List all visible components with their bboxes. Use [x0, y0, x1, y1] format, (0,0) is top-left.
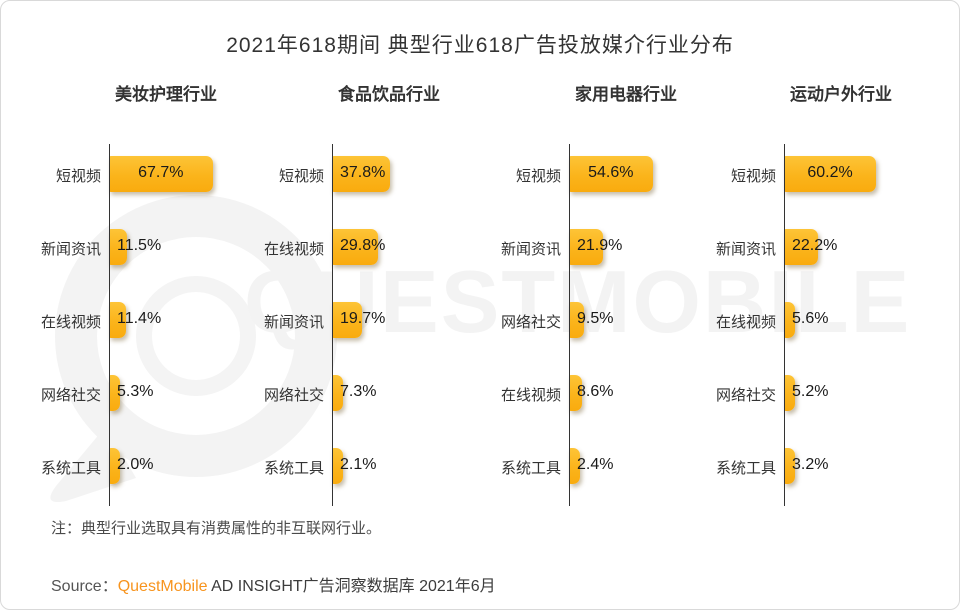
bar: [784, 229, 818, 265]
category-label: 新闻资讯: [40, 241, 101, 258]
value-label: 2.4%: [577, 456, 614, 473]
bar: [332, 448, 343, 484]
category-label: 新闻资讯: [263, 314, 324, 331]
category-label: 网络社交: [715, 387, 776, 404]
value-label: 22.2%: [792, 237, 838, 254]
value-label: 7.3%: [340, 383, 377, 400]
group-header: 家用电器行业: [575, 85, 677, 104]
questmobile-logo-icon: [50, 195, 337, 502]
category-label: 短视频: [730, 168, 776, 185]
chart-title: 2021年618期间 典型行业618广告投放媒介行业分布: [226, 34, 734, 57]
value-label: 5.3%: [117, 383, 154, 400]
axis-line: [332, 144, 333, 506]
category-label: 新闻资讯: [715, 241, 776, 258]
bar: [784, 302, 795, 338]
bar: [569, 448, 580, 484]
category-label: 新闻资讯: [500, 241, 561, 258]
value-label: 2.1%: [340, 456, 377, 473]
category-label: 在线视频: [715, 314, 776, 331]
source-prefix: Source：: [51, 578, 118, 595]
bar: [109, 156, 213, 192]
category-label: 网络社交: [263, 387, 324, 404]
axis-line: [569, 144, 570, 506]
source-line: Source：QuestMobile AD INSIGHT广告洞察数据库 202…: [51, 572, 496, 596]
value-label: 5.2%: [792, 383, 829, 400]
bar: [332, 375, 344, 411]
group-header: 运动户外行业: [790, 85, 892, 104]
category-label: 短视频: [515, 168, 561, 185]
category-label: 短视频: [278, 168, 324, 185]
footnote: 注：典型行业选取具有消费属性的非互联网行业。: [51, 520, 382, 537]
category-label: 在线视频: [500, 387, 561, 404]
group-header: 美妆护理行业: [115, 85, 217, 104]
value-label: 67.7%: [138, 164, 184, 181]
value-label: 11.4%: [117, 310, 162, 327]
category-label: 在线视频: [263, 241, 324, 258]
value-label: 54.6%: [588, 164, 634, 181]
category-label: 系统工具: [40, 460, 101, 477]
group-header: 食品饮品行业: [338, 85, 440, 104]
bar: [784, 375, 795, 411]
category-label: 系统工具: [263, 460, 324, 477]
value-label: 11.5%: [117, 237, 162, 254]
value-label: 9.5%: [577, 310, 614, 327]
category-label: 系统工具: [500, 460, 561, 477]
category-label: 系统工具: [715, 460, 776, 477]
value-label: 19.7%: [340, 310, 386, 327]
bar: [569, 375, 583, 411]
value-label: 60.2%: [807, 164, 853, 181]
value-label: 8.6%: [577, 383, 614, 400]
bar: [332, 156, 390, 192]
bar: [569, 302, 584, 338]
category-label: 网络社交: [40, 387, 101, 404]
category-label: 在线视频: [40, 314, 101, 331]
value-label: 2.0%: [117, 456, 154, 473]
bar: [569, 156, 653, 192]
category-label: 短视频: [55, 168, 101, 185]
axis-line: [109, 144, 110, 506]
bar: [332, 229, 378, 265]
value-label: 5.6%: [792, 310, 829, 327]
bar: [569, 229, 603, 265]
bar: [332, 302, 363, 338]
value-label: 37.8%: [340, 164, 386, 181]
bar: [784, 156, 877, 192]
value-label: 29.8%: [340, 237, 386, 254]
bar: [784, 448, 795, 484]
category-label: 网络社交: [500, 314, 561, 331]
value-label: 21.9%: [577, 237, 623, 254]
axis-line: [784, 144, 785, 506]
source-brand: QuestMobile: [117, 578, 208, 595]
source-suffix: AD INSIGHT广告洞察数据库 2021年6月: [207, 578, 496, 595]
value-label: 3.2%: [792, 456, 829, 473]
